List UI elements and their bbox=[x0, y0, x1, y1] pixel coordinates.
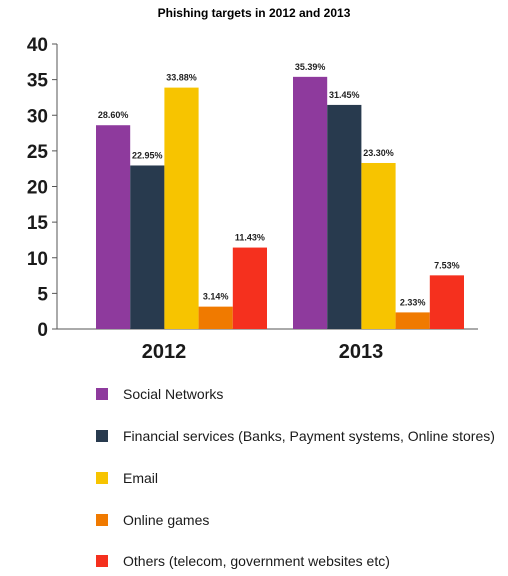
bar bbox=[327, 104, 362, 329]
y-tick-label: 25 bbox=[27, 142, 49, 163]
y-tick-label: 15 bbox=[27, 213, 49, 234]
x-tick-label: 2012 bbox=[142, 341, 187, 363]
bar-data-label: 2.33% bbox=[400, 297, 426, 307]
legend-swatch bbox=[96, 388, 108, 400]
chart-title: Phishing targets in 2012 and 2013 bbox=[158, 6, 351, 20]
legend-label: Social Networks bbox=[123, 386, 223, 402]
legend-swatch bbox=[96, 472, 108, 484]
bar-data-label: 33.88% bbox=[166, 73, 197, 83]
y-tick-label: 30 bbox=[27, 106, 48, 127]
x-tick-label: 2013 bbox=[339, 341, 384, 363]
legend-swatch bbox=[96, 514, 108, 526]
bar bbox=[361, 162, 396, 329]
bar bbox=[293, 76, 328, 329]
bar-data-label: 23.30% bbox=[363, 148, 394, 158]
bar-data-label: 31.45% bbox=[329, 90, 360, 100]
legend-label: Financial services (Banks, Payment syste… bbox=[123, 428, 495, 444]
bar bbox=[395, 312, 430, 329]
bar-data-label: 3.14% bbox=[203, 292, 229, 302]
y-axis-ticks: 0 5 10 15 20 25 30 35 40 bbox=[27, 35, 57, 341]
y-tick-label: 20 bbox=[27, 178, 48, 199]
bar-data-label: 35.39% bbox=[295, 62, 326, 72]
legend: Social Networks Financial services (Banks… bbox=[96, 386, 495, 569]
legend-label: Email bbox=[123, 470, 158, 486]
legend-swatch bbox=[96, 430, 108, 442]
y-tick-label: 40 bbox=[27, 35, 48, 56]
bar-data-label: 22.95% bbox=[132, 150, 163, 160]
y-tick-label: 0 bbox=[37, 320, 48, 341]
bar bbox=[164, 87, 199, 329]
legend-label: Online games bbox=[123, 512, 209, 528]
bar bbox=[232, 247, 267, 329]
legend-label: Others (telecom, government websites etc… bbox=[123, 553, 390, 569]
y-tick-label: 5 bbox=[37, 284, 48, 305]
y-tick-label: 10 bbox=[27, 249, 48, 270]
y-tick-label: 35 bbox=[27, 71, 49, 92]
bar-data-label: 11.43% bbox=[235, 233, 265, 243]
bar bbox=[130, 165, 165, 329]
bar bbox=[429, 275, 464, 329]
bar bbox=[198, 306, 233, 329]
bar-marks: 28.60% 35.39% 22.95% 31.45% 33.88% 23.30% 3.14… bbox=[96, 62, 464, 329]
x-axis-ticks: 2012 2013 bbox=[142, 341, 384, 363]
bar-data-label: 28.60% bbox=[98, 110, 129, 120]
legend-swatch bbox=[96, 555, 108, 567]
bar-data-label: 7.53% bbox=[434, 260, 460, 270]
bar bbox=[96, 125, 131, 329]
